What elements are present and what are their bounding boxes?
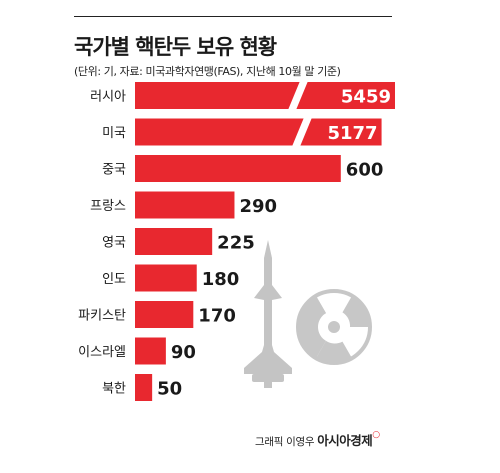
credit: 그래픽 이영우 아시아경제○ <box>255 430 380 449</box>
value-label: 290 <box>239 196 277 217</box>
value-label: 170 <box>198 306 236 327</box>
category-label: 북한 <box>102 382 126 397</box>
bar <box>135 264 197 292</box>
category-label: 인도 <box>102 272 126 287</box>
chart-title: 국가별 핵탄두 보유 현황 <box>74 35 277 59</box>
category-label: 이스라엘 <box>78 345 126 360</box>
missile-icon <box>244 240 292 388</box>
brand-mark-icon: ○ <box>372 430 380 440</box>
category-label: 러시아 <box>90 90 126 105</box>
bar <box>135 301 194 328</box>
category-label: 중국 <box>102 163 126 178</box>
category-label: 파키스탄 <box>78 309 126 324</box>
value-label: 600 <box>346 160 384 181</box>
category-label: 미국 <box>102 126 126 141</box>
bar <box>135 374 153 401</box>
bar <box>135 191 235 219</box>
value-label: 5177 <box>327 123 377 144</box>
axis-break <box>288 81 308 110</box>
category-label: 영국 <box>102 236 126 251</box>
value-label: 90 <box>171 342 196 363</box>
radiation-icon <box>296 289 372 365</box>
value-label: 225 <box>217 233 255 254</box>
value-label: 50 <box>157 379 182 400</box>
chart-marks: 러시아 5459 미국 5177 중국 600 프랑스 290 영국 225 인도 180 파키스탄 17… <box>78 81 395 401</box>
top-rule <box>74 16 392 17</box>
axis-break <box>292 117 312 147</box>
brand-logo: 아시아경제 <box>317 433 373 448</box>
bar <box>135 228 213 255</box>
bar <box>135 155 341 182</box>
category-label: 프랑스 <box>90 199 126 214</box>
decoration <box>244 240 372 388</box>
bar <box>135 337 166 365</box>
credit-text: 그래픽 이영우 <box>255 436 315 448</box>
chart-subtitle: (단위: 기, 자료: 미국과학자연맹(FAS), 지난해 10월 말 기준) <box>74 65 341 78</box>
bar <box>135 82 395 109</box>
value-label: 180 <box>202 269 240 290</box>
value-label: 5459 <box>341 87 391 108</box>
bar <box>135 118 382 146</box>
